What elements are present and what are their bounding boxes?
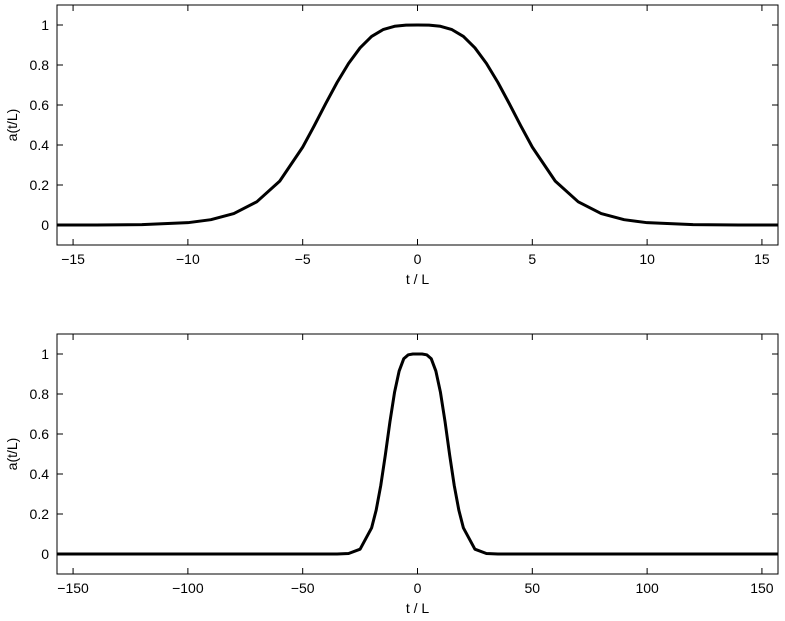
x-tick-label: −10 — [176, 251, 200, 267]
x-tick-label: 0 — [414, 580, 422, 596]
y-tick-label: 0.4 — [30, 466, 50, 482]
y-tick-label: 0 — [41, 217, 49, 233]
x-tick-label: 15 — [754, 251, 770, 267]
x-axis-label: t / L — [406, 271, 430, 287]
y-tick-label: 0.6 — [30, 426, 50, 442]
y-axis-label: a(t/L) — [4, 109, 20, 142]
y-tick-label: 0.8 — [30, 57, 50, 73]
x-tick-label: 150 — [750, 580, 774, 596]
x-tick-label: −150 — [57, 580, 89, 596]
tick-group: −15 −10 −5 0 5 10 15 0 0.2 0.4 0.6 0.8 1 — [30, 5, 778, 267]
x-tick-label: −15 — [61, 251, 85, 267]
y-tick-label: 0.2 — [30, 506, 50, 522]
x-tick-label: 10 — [639, 251, 655, 267]
x-tick-label: 0 — [414, 251, 422, 267]
x-tick-label: −100 — [172, 580, 204, 596]
y-axis-label: a(t/L) — [4, 438, 20, 471]
y-tick-label: 0.4 — [30, 137, 50, 153]
y-tick-label: 0.6 — [30, 97, 50, 113]
y-tick-label: 0.8 — [30, 386, 50, 402]
series-line — [56, 23, 779, 227]
x-tick-label: 50 — [525, 580, 541, 596]
x-tick-label: −50 — [291, 580, 315, 596]
top-chart: −15 −10 −5 0 5 10 15 0 0.2 0.4 0.6 0.8 1 t / L a(t/L… — [4, 4, 779, 287]
y-tick-label: 0 — [41, 546, 49, 562]
x-tick-label: −5 — [295, 251, 311, 267]
bottom-chart: −150 −100 −50 0 50 100 150 0 0.2 0.4 0.6 0.8 1 t / L… — [4, 333, 779, 616]
x-tick-label: 5 — [528, 251, 536, 267]
y-tick-label: 1 — [41, 17, 49, 33]
y-tick-label: 1 — [41, 346, 49, 362]
y-tick-label: 0.2 — [30, 177, 50, 193]
x-axis-label: t / L — [406, 600, 430, 616]
x-tick-label: 100 — [635, 580, 659, 596]
series-line — [57, 352, 778, 556]
